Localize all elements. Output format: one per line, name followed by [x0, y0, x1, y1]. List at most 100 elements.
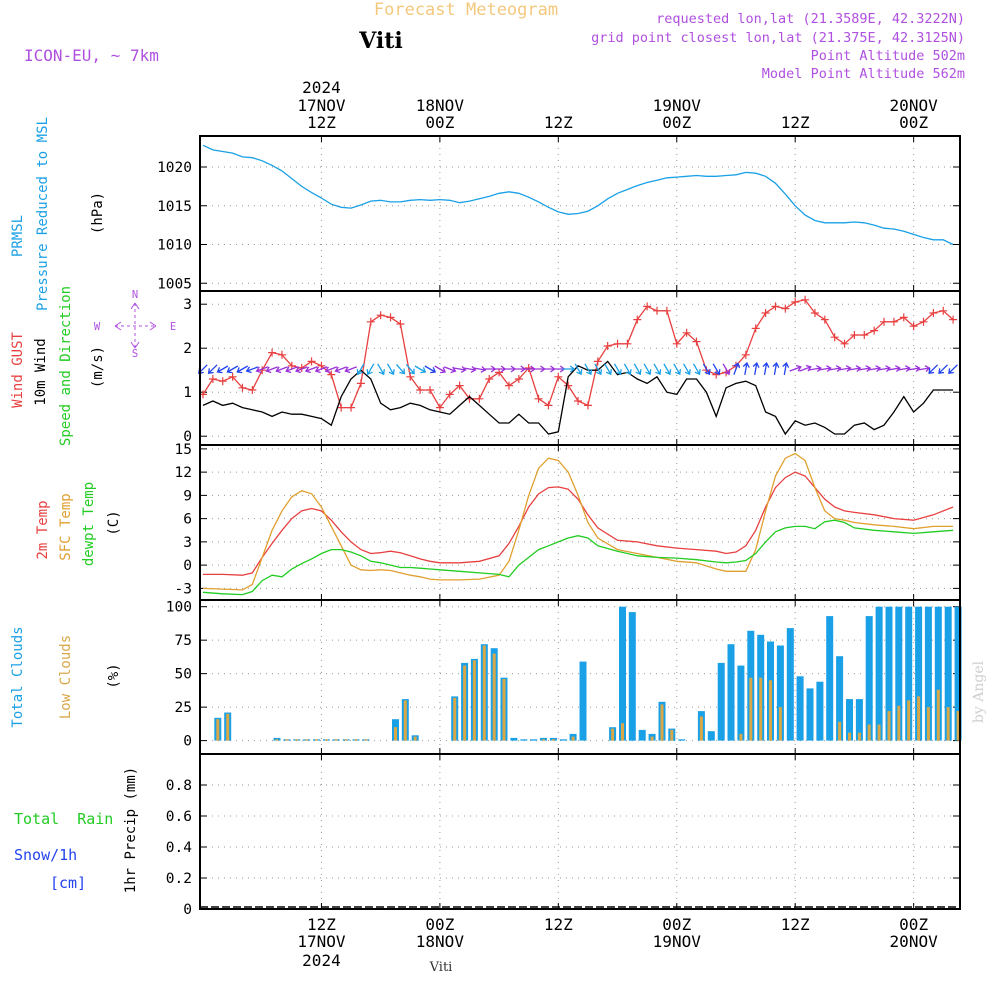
low-clouds-bar — [739, 733, 743, 741]
wind-direction-arrow — [574, 363, 583, 376]
time-axis-label: 00Z — [899, 915, 928, 934]
gust-marker — [949, 315, 958, 324]
product-title: Forecast Meteogram — [374, 0, 558, 20]
low-clouds-bar — [492, 653, 496, 741]
gust-marker — [366, 317, 375, 326]
low-clouds-bar — [759, 677, 763, 741]
wind-direction-arrow — [216, 365, 229, 374]
wind-direction-arrow — [887, 365, 901, 373]
total-clouds-bar — [855, 699, 863, 741]
low-clouds-bar — [364, 739, 368, 741]
clouds-ylabel: (%) — [106, 663, 122, 688]
low-clouds-bar — [502, 679, 506, 741]
total-clouds-bar — [619, 606, 626, 741]
gust-marker — [889, 317, 898, 326]
gust-marker — [830, 333, 839, 342]
gust-marker — [939, 306, 948, 315]
total-clouds-bar — [776, 645, 784, 741]
low-clouds-bar — [857, 732, 861, 741]
gust-marker — [820, 315, 829, 324]
low-clouds-bar — [275, 739, 279, 741]
low-clouds-bar — [571, 736, 575, 741]
wind-direction-arrow — [356, 363, 365, 376]
total-clouds-bar — [796, 676, 804, 741]
gust-marker — [653, 306, 662, 315]
wind-direction-arrow — [653, 363, 662, 376]
time-axis-label: 17NOV — [297, 932, 346, 951]
low-clouds-bar — [848, 732, 851, 741]
wind-direction-arrow — [663, 363, 672, 376]
low-clouds-bar — [660, 704, 664, 741]
gust-marker — [613, 339, 622, 348]
low-clouds-bar — [482, 645, 486, 741]
10m-wind-line — [202, 360, 954, 436]
wind-direction-arrow — [897, 365, 911, 373]
wind-direction-arrow — [275, 366, 288, 374]
total-clouds-bar — [579, 661, 587, 741]
y-tick-label: -3 — [175, 581, 192, 597]
gust-marker — [455, 381, 464, 390]
wind-direction-arrow — [473, 365, 487, 373]
gust-marker — [337, 403, 346, 412]
total-clouds-bar — [846, 699, 853, 741]
wind-direction-arrow — [928, 364, 939, 374]
gust-marker — [268, 348, 277, 357]
time-axis-label: 2024 — [302, 951, 341, 970]
low-clouds-bar — [956, 711, 960, 741]
total-clouds-bar — [737, 665, 745, 741]
gust-marker — [751, 324, 760, 333]
y-tick-label: 0.6 — [166, 809, 192, 825]
gust-marker — [880, 317, 889, 326]
snow-label: Snow/1h — [14, 846, 77, 864]
wind-direction-arrow — [434, 365, 447, 374]
low-clouds-bar — [315, 739, 318, 741]
total-rain-label: Total Rain — [14, 810, 113, 828]
gust-marker — [574, 397, 583, 405]
wind-direction-arrow — [562, 365, 576, 373]
wind-direction-arrow — [604, 363, 612, 376]
time-axis-label: 20NOV — [890, 96, 939, 115]
total-clouds-bar — [273, 737, 281, 741]
pressure-label-long: Pressure Reduced to MSL — [35, 117, 51, 311]
gust-marker — [218, 377, 227, 386]
y-tick-label: 15 — [175, 442, 192, 458]
precip-ylabel: 1hr Precip (mm) — [123, 767, 139, 893]
gust-marker — [228, 372, 237, 381]
wind-direction-arrow — [295, 366, 308, 374]
gust-marker — [208, 375, 217, 383]
total-clouds-bar — [559, 739, 567, 741]
time-axis-label: 17NOV — [297, 96, 346, 115]
y-tick-label: 3 — [183, 297, 192, 313]
low-clouds-bar — [324, 739, 328, 741]
wind-direction-arrow — [584, 363, 593, 376]
y-tick-label: 50 — [175, 667, 192, 683]
total-clouds-bar — [520, 739, 528, 741]
y-tick-label: 1020 — [157, 160, 192, 176]
low-clouds-bar — [838, 721, 842, 741]
y-tick-label: 3 — [183, 535, 192, 551]
total-clouds-bar — [717, 662, 725, 741]
low-clouds-bar — [670, 729, 674, 741]
y-tick-label: 0 — [183, 558, 192, 574]
gust-marker — [435, 403, 444, 412]
total-clouds-bar — [638, 729, 646, 741]
low-clouds-bar — [936, 689, 940, 741]
low-clouds-bar — [650, 736, 654, 741]
wind-direction-arrow — [396, 363, 406, 375]
wind-direction-arrow — [838, 365, 852, 373]
gust-marker — [682, 328, 691, 337]
low-clouds-bar — [295, 739, 299, 741]
gust-marker — [692, 337, 701, 346]
gust-marker — [406, 372, 415, 381]
wind-direction-arrow — [424, 365, 437, 374]
low-clouds-bar — [611, 728, 615, 741]
low-clouds-bar — [285, 739, 289, 741]
wind-direction-arrow — [304, 366, 318, 374]
compass-s: S — [132, 348, 138, 360]
gust-marker — [445, 390, 454, 399]
wind-direction-arrow — [366, 363, 375, 376]
gust-marker — [485, 375, 494, 383]
gust-marker — [376, 311, 385, 320]
time-axis-label: 00Z — [899, 113, 928, 132]
